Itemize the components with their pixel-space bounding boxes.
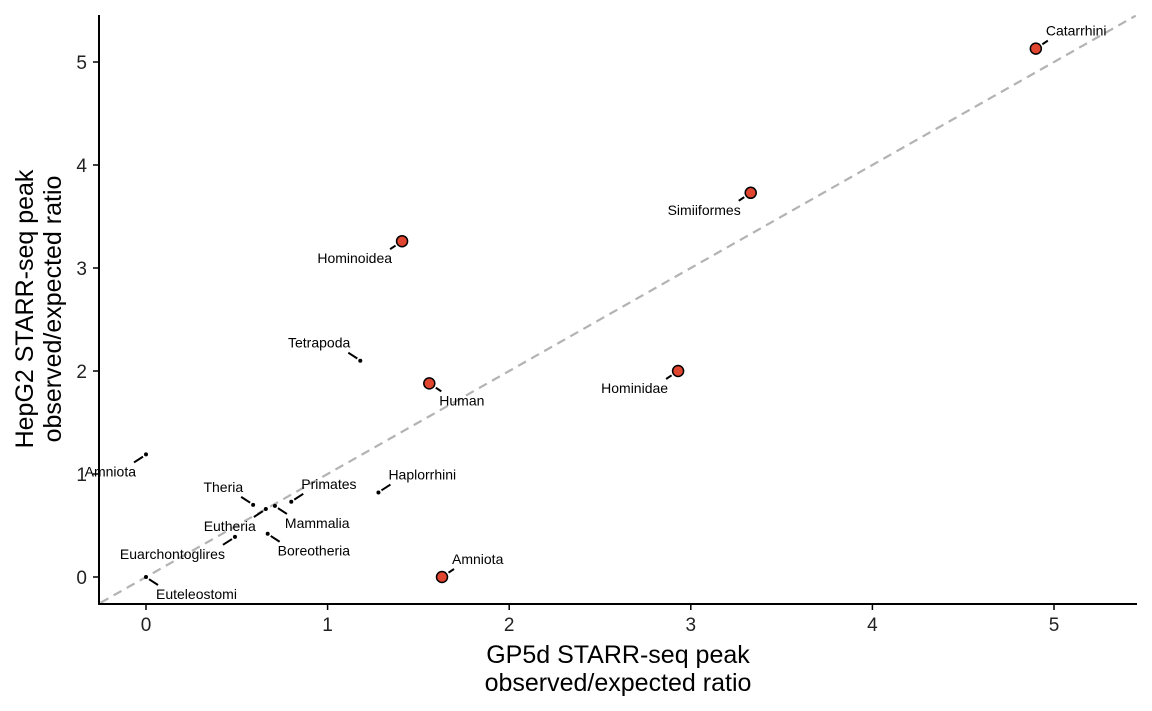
point <box>358 358 363 363</box>
axes <box>98 15 1137 605</box>
point <box>376 490 381 495</box>
point-label: Human <box>439 392 484 408</box>
leader-line <box>347 351 358 360</box>
leader-line <box>738 196 745 202</box>
leader-line <box>253 510 264 518</box>
point-label: Catarrhini <box>1046 23 1107 39</box>
leader-line <box>277 507 288 515</box>
y-axis-title-line-2: observed/expected ratio <box>39 176 67 443</box>
point-label: Boreotheria <box>278 543 351 559</box>
reference-line-layer <box>100 14 1137 604</box>
leader-line <box>222 538 233 546</box>
point-label: Eutheria <box>204 518 256 534</box>
point-label: Simiiformes <box>668 202 741 218</box>
point-label: Amniota <box>452 551 504 567</box>
point-label: Mammalia <box>285 515 350 531</box>
y-tick-label: 2 <box>76 362 87 383</box>
leader-line <box>389 244 397 251</box>
leader-line <box>380 483 391 492</box>
y-tick-label: 0 <box>76 568 87 589</box>
leader-line <box>270 535 281 543</box>
point <box>232 534 237 539</box>
point-highlight <box>744 186 757 200</box>
point-label: Amniota <box>85 463 137 479</box>
y-tick-label: 3 <box>76 259 87 280</box>
point-label: Hominoidea <box>317 250 392 266</box>
point-label: Theria <box>203 479 243 495</box>
point <box>144 575 148 579</box>
x-tick-label: 3 <box>686 615 697 636</box>
point-highlight <box>1029 42 1043 55</box>
point <box>272 503 277 508</box>
y-axis-title-line-1: HepG2 STARR-seq peak <box>11 169 39 448</box>
leader-line <box>293 492 304 501</box>
y-tick-label: 1 <box>76 465 87 486</box>
point-highlight <box>435 570 449 584</box>
x-tick-label: 4 <box>867 615 878 636</box>
point <box>289 499 294 504</box>
reference-line <box>100 14 1137 604</box>
leader-line <box>1041 39 1049 46</box>
leader-line <box>240 496 251 504</box>
x-tick-label: 5 <box>1049 615 1060 636</box>
y-tick-label: 4 <box>76 156 87 177</box>
leader-line <box>665 374 673 380</box>
axis-titles: GP5d STARR-seq peak observed/expected ra… <box>11 169 751 697</box>
point-highlight <box>423 377 436 390</box>
point <box>265 531 270 536</box>
point-label: Tetrapoda <box>288 335 350 351</box>
point <box>263 507 268 512</box>
x-axis-title-line-1: GP5d STARR-seq peak <box>486 641 750 669</box>
leader-line <box>133 455 144 464</box>
x-tick-label: 1 <box>322 615 333 636</box>
x-tick-label: 2 <box>504 615 515 636</box>
point-highlight <box>395 234 409 248</box>
point-label: Hominidae <box>601 380 668 396</box>
leader-line <box>148 578 159 586</box>
point-label: Euarchontoglires <box>120 546 225 562</box>
x-tick-label: 0 <box>141 615 152 636</box>
y-tick-label: 5 <box>76 53 87 74</box>
point <box>144 452 148 457</box>
point <box>251 502 256 507</box>
tick-layer: 0 1 2 3 4 5 0 1 2 3 4 5 <box>76 53 1059 636</box>
point-label: Haplorrhini <box>388 467 456 483</box>
x-axis-title-line-2: observed/expected ratio <box>485 669 752 697</box>
leader-line <box>447 568 455 574</box>
leader-line <box>435 386 442 393</box>
point-label: Primates <box>301 476 356 492</box>
points-layer: Catarrhini Simiiformes Hominoidea Hominidae… <box>85 23 1107 602</box>
point-highlight <box>671 364 685 378</box>
point-label: Euteleostomi <box>156 586 237 602</box>
